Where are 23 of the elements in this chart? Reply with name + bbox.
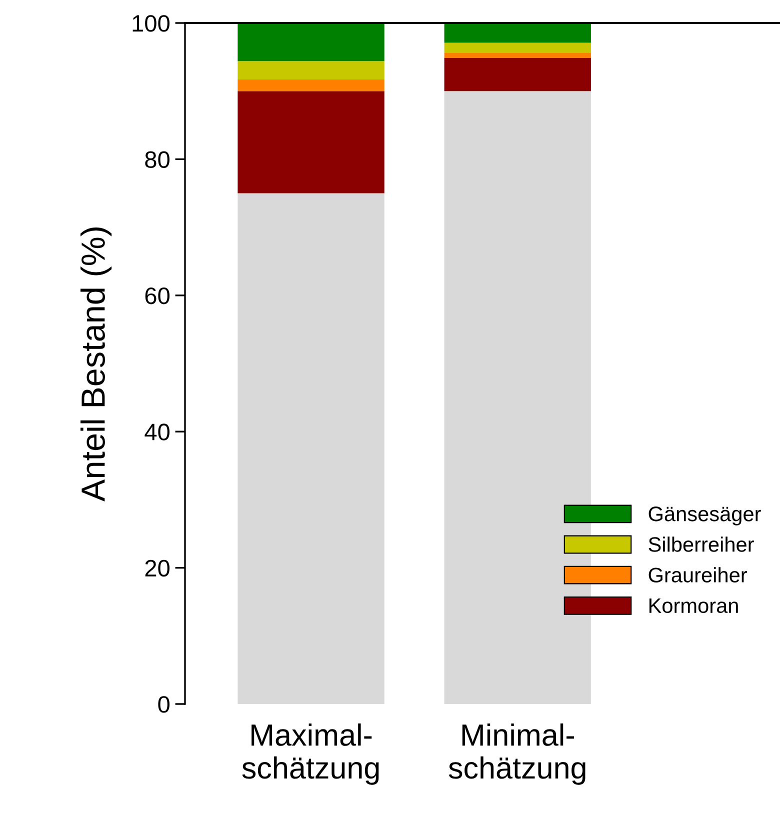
y-tick-label: 0 bbox=[158, 696, 170, 713]
y-tick-label: 60 bbox=[145, 287, 170, 304]
bar bbox=[238, 193, 384, 704]
bar bbox=[444, 23, 591, 43]
bar bbox=[238, 91, 384, 194]
bar bbox=[238, 23, 384, 62]
y-tick-label: 40 bbox=[144, 424, 170, 440]
bar bbox=[444, 52, 591, 58]
x-tick-label: Maximal- schätzung bbox=[242, 723, 379, 785]
legend-label: Silberreiher bbox=[648, 536, 754, 552]
y-tick-label: 20 bbox=[145, 560, 170, 577]
y-tick-label: 80 bbox=[145, 151, 170, 168]
y-tick-label: 100 bbox=[132, 15, 170, 32]
bar bbox=[444, 91, 591, 704]
legend-label: Graureiher bbox=[648, 567, 747, 582]
legend-label: Gänsesäger bbox=[648, 506, 761, 526]
bar bbox=[238, 61, 384, 80]
bar bbox=[444, 42, 591, 53]
bar bbox=[238, 80, 384, 92]
legend-label: Kormoran bbox=[649, 598, 738, 614]
y-axis-title: Anteil Bestand (%) bbox=[80, 228, 112, 502]
x-tick-label: Minimal- schätzung bbox=[448, 723, 586, 785]
bar bbox=[444, 58, 591, 92]
